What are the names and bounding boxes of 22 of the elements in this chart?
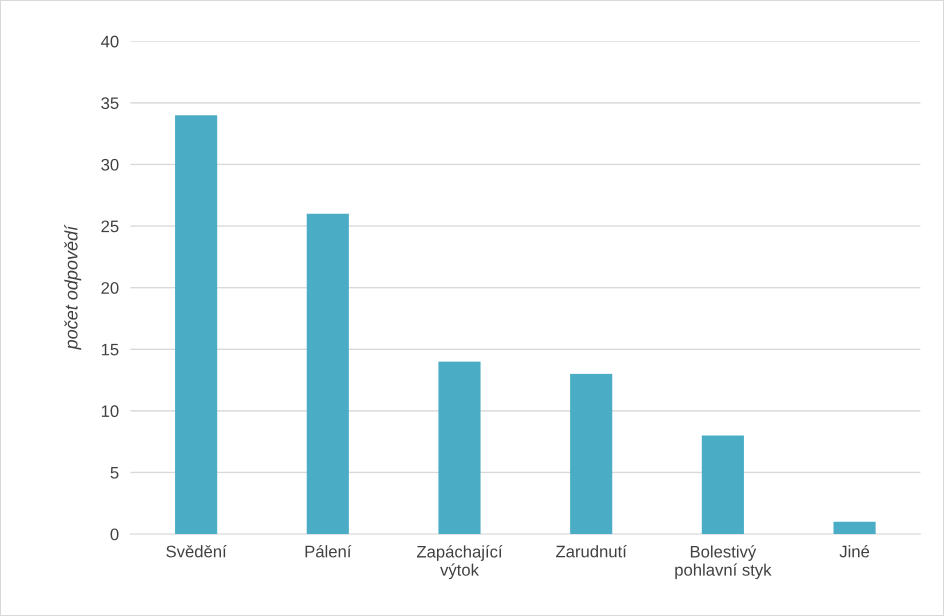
bar — [306, 214, 349, 534]
x-tick-label: Pálení — [306, 544, 352, 558]
x-tick-label: Zapáchající výtok — [416, 545, 502, 580]
y-tick-label: 5 — [110, 467, 118, 479]
x-tick-label: Zarudnutí — [556, 544, 627, 558]
y-tick-label: 10 — [102, 405, 119, 418]
bar — [702, 436, 744, 534]
y-tick-label: 15 — [102, 344, 118, 356]
x-tick-label: Jiné — [840, 544, 870, 558]
y-tick-label: 25 — [101, 220, 118, 232]
y-tick-label: 0 — [110, 528, 119, 540]
y-tick-label: 20 — [101, 282, 119, 294]
x-tick-label: Bolestivý pohlavní styk — [675, 545, 772, 580]
y-tick-label: 40 — [101, 36, 119, 48]
y-tick-label: 30 — [101, 158, 119, 171]
bar — [570, 374, 612, 534]
bar — [833, 522, 876, 534]
y-axis-title: počet odpovědí — [64, 224, 82, 350]
bar — [175, 115, 218, 534]
bar — [438, 362, 481, 534]
y-tick-label: 35 — [101, 97, 118, 110]
x-tick-label: Svědění — [166, 544, 227, 558]
